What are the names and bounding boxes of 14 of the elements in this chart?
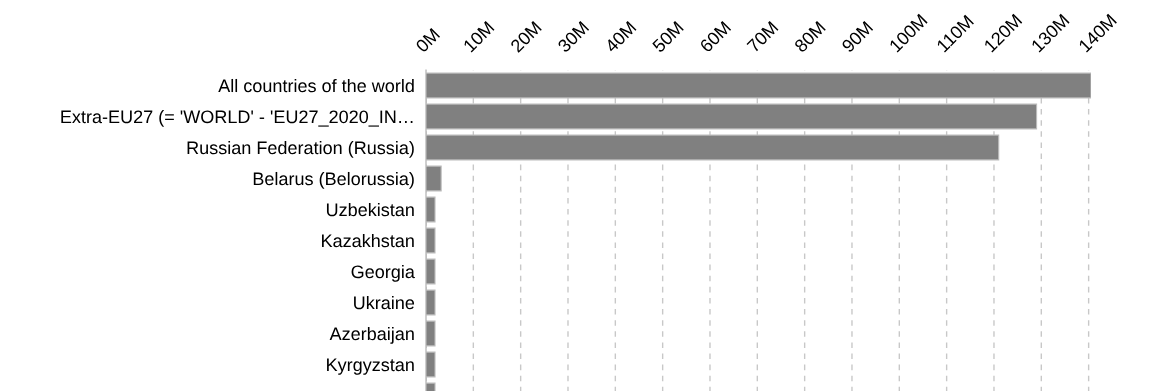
y-tick-label: Ukraine [354, 295, 415, 310]
y-tick-label: Belarus (Belorussia) [253, 171, 414, 189]
y-tick-label: Russian Federation (Russia) [187, 140, 414, 158]
x-tick-label: 60M [699, 20, 732, 53]
y-tick-label: Azerbaijan [329, 326, 414, 344]
y-tick-label: Extra-EU27 (= 'WORLD' - 'EU27_2020_IN… [61, 109, 413, 127]
y-tick-label: Kyrgyzstan [327, 358, 414, 375]
y-tick-label: Kazakhstan [322, 233, 414, 248]
y-tick-label: Georgia [351, 264, 415, 282]
y-tick-label: All countries of the world [218, 78, 414, 93]
x-tick-label: 70M [746, 20, 779, 53]
y-tick-label: Uzbekistan [326, 202, 414, 217]
x-tick-label: 0M [414, 27, 441, 54]
x-tick-label: 40M [604, 20, 637, 54]
